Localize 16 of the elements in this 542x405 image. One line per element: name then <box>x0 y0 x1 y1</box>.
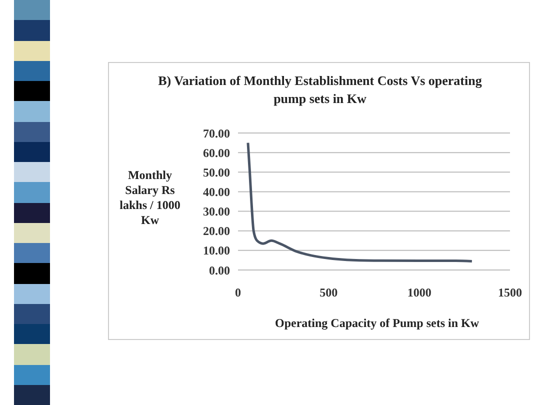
y-tick-label: 10.00 <box>203 244 230 258</box>
y-tick-label: 20.00 <box>203 224 230 238</box>
x-axis-title: Operating Capacity of Pump sets in Kw <box>274 316 480 331</box>
line-series <box>246 142 474 262</box>
y-tick-label: 50.00 <box>203 165 230 180</box>
y-tick-label: 0.00 <box>209 263 230 278</box>
y-axis-title: Monthly Salary Rs lakhs / 1000 Kw <box>118 168 182 228</box>
x-tick-label: 1500 <box>498 286 522 300</box>
y-tick-label: 60.00 <box>203 146 230 160</box>
chart-title: B) Variation of Monthly Establishment Costs Vs operating pump sets in Kw <box>157 72 483 108</box>
y-tick-label: 30.00 <box>203 204 230 219</box>
x-tick-label: 0 <box>235 286 241 300</box>
y-tick-label: 40.00 <box>203 184 230 199</box>
x-tick-label: 1000 <box>407 286 432 300</box>
x-tick-label: 500 <box>320 286 338 300</box>
y-tick-label: 70.00 <box>203 126 230 140</box>
